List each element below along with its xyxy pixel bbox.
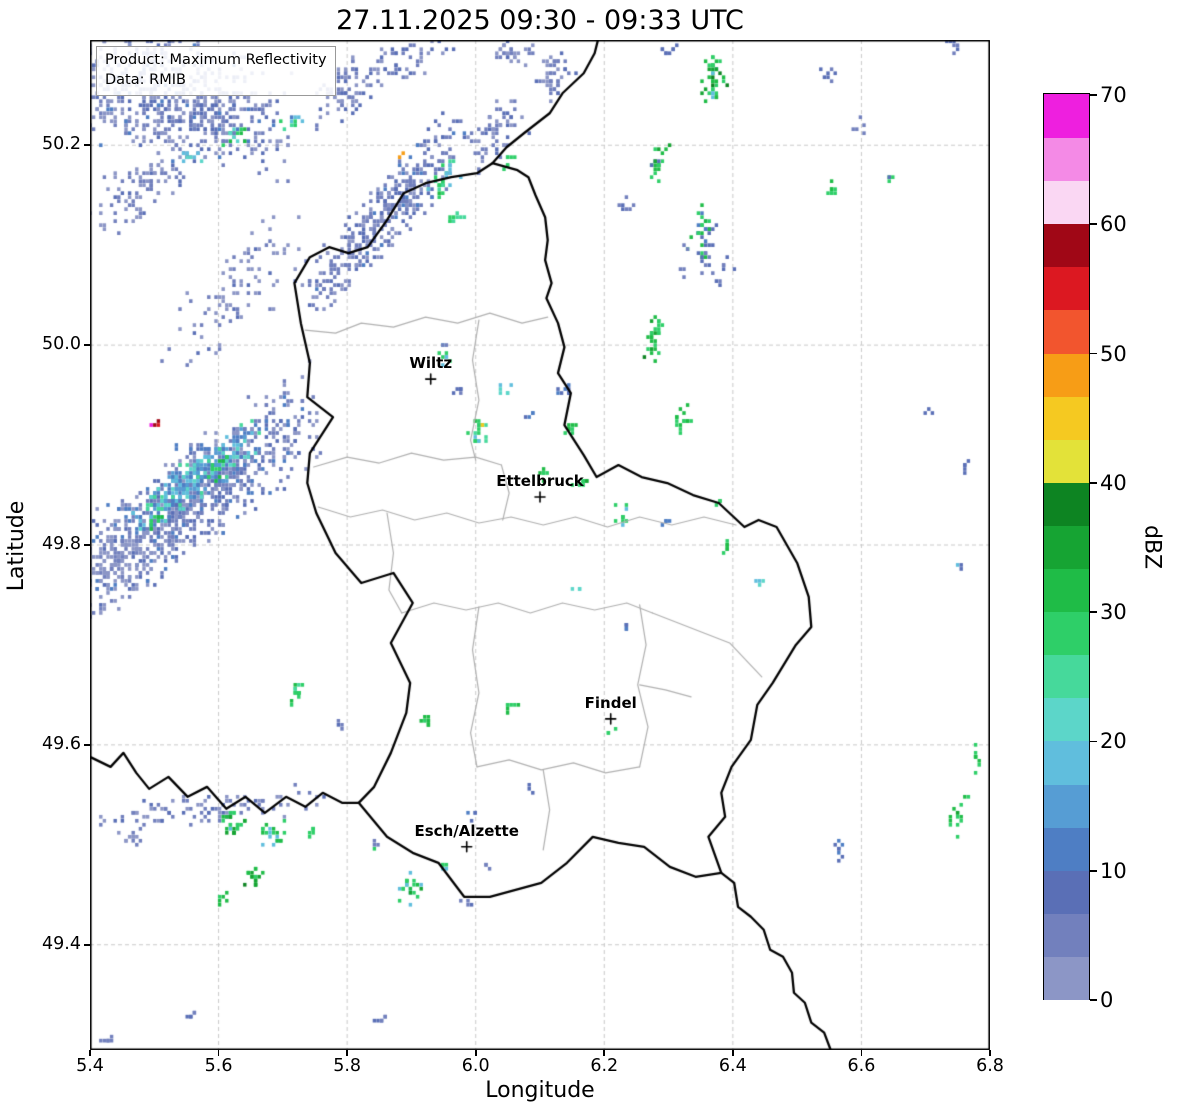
colorbar-tick-label: 0 — [1100, 988, 1114, 1012]
x-tick-label: 6.2 — [590, 1056, 619, 1076]
x-tick-label: 5.6 — [204, 1056, 233, 1076]
colorbar-segment — [1044, 611, 1090, 656]
x-tick-label: 6.0 — [461, 1056, 490, 1076]
x-tick-mark — [860, 1050, 863, 1056]
x-tick-label: 6.4 — [718, 1056, 747, 1076]
colorbar-segment — [1044, 827, 1090, 871]
colorbar-tick-label: 60 — [1100, 212, 1127, 237]
colorbar-tick-label: 30 — [1100, 600, 1127, 625]
colorbar-segment — [1044, 266, 1090, 311]
colorbar-tick-mark — [1090, 223, 1097, 226]
x-axis-label: Longitude — [485, 1078, 595, 1103]
y-tick-label: 50.0 — [42, 334, 81, 355]
map-plot: Product: Maximum Reflectivity Data: RMIB — [90, 40, 990, 1050]
colorbar-segment — [1044, 396, 1090, 440]
colorbar-tick-mark — [1090, 740, 1097, 743]
x-tick-label: 5.4 — [76, 1056, 104, 1076]
colorbar-segment — [1044, 352, 1090, 397]
colorbar-tick-mark — [1090, 482, 1097, 484]
figure-title: 27.11.2025 09:30 - 09:33 UTC — [336, 5, 744, 36]
x-tick-label: 6.8 — [976, 1056, 1004, 1076]
colorbar-segment — [1044, 654, 1090, 699]
colorbar-segment — [1044, 223, 1090, 268]
y-tick-label: 49.8 — [42, 534, 81, 554]
x-tick-mark — [989, 1050, 991, 1056]
colorbar-tick-mark — [1090, 611, 1097, 613]
x-tick-mark — [732, 1050, 734, 1056]
colorbar-tick-label: 40 — [1100, 470, 1127, 495]
x-tick-mark — [89, 1050, 91, 1056]
colorbar-tick-mark — [1090, 352, 1097, 355]
city-label: Wiltz — [409, 354, 453, 373]
colorbar-segment — [1044, 94, 1090, 139]
colorbar-segment — [1044, 697, 1090, 742]
y-tick-label: 50.2 — [42, 134, 81, 155]
y-tick-mark — [84, 344, 90, 346]
radar-map-canvas — [90, 40, 990, 1050]
colorbar-segment — [1044, 180, 1090, 225]
colorbar-tick-label: 50 — [1100, 341, 1127, 366]
city-label: Findel — [584, 693, 637, 712]
colorbar-segment — [1044, 870, 1090, 914]
city-label: Esch/Alzette — [414, 821, 519, 840]
colorbar-segment — [1044, 568, 1090, 613]
colorbar-unit-label: dBZ — [1139, 525, 1165, 570]
x-tick-mark — [474, 1050, 477, 1056]
colorbar-tick-label: 70 — [1100, 83, 1127, 107]
x-tick-mark — [603, 1050, 606, 1056]
x-tick-label: 6.6 — [847, 1056, 876, 1076]
colorbar-segment — [1044, 482, 1090, 526]
colorbar-segment — [1044, 783, 1090, 828]
product-info-box: Product: Maximum Reflectivity Data: RMIB — [96, 46, 336, 97]
colorbar-tick-mark — [1090, 869, 1097, 872]
y-tick-mark — [84, 744, 90, 746]
y-tick-label: 49.4 — [42, 933, 81, 954]
y-tick-mark — [84, 943, 90, 946]
colorbar-tick-label: 20 — [1100, 729, 1127, 754]
colorbar-segment — [1044, 740, 1090, 785]
colorbar-tick-mark — [1090, 94, 1097, 96]
x-tick-mark — [346, 1050, 348, 1056]
x-tick-mark — [217, 1050, 220, 1056]
colorbar-tick-mark — [1090, 999, 1097, 1001]
colorbar-segment — [1044, 525, 1090, 570]
data-source-label: Data: RMIB — [105, 71, 186, 88]
colorbar-segment — [1044, 137, 1090, 182]
y-tick-label: 49.6 — [42, 733, 81, 754]
colorbar-segment — [1044, 309, 1090, 354]
colorbar-segment — [1044, 439, 1090, 483]
y-tick-mark — [84, 144, 90, 147]
colorbar-segment — [1044, 913, 1090, 957]
colorbar-segment — [1044, 956, 1090, 1000]
colorbar — [1043, 93, 1091, 1001]
y-tick-mark — [84, 544, 90, 546]
colorbar-tick-label: 10 — [1100, 858, 1127, 883]
product-label: Product: Maximum Reflectivity — [105, 52, 327, 68]
city-label: Ettelbruck — [496, 472, 584, 491]
x-tick-label: 5.8 — [333, 1056, 362, 1076]
